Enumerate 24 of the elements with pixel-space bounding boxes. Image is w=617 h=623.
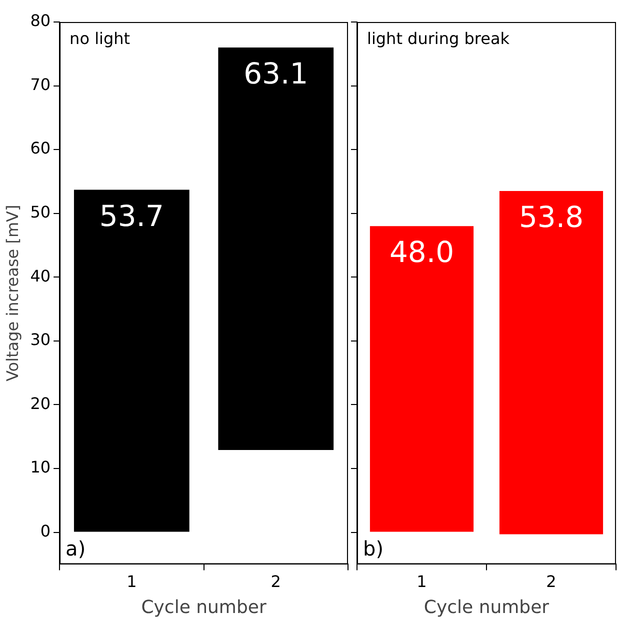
y-tick-label: 0: [40, 521, 51, 540]
annotation: b): [363, 536, 384, 560]
x-tick-label: 2: [546, 572, 556, 591]
x-tick-label: 1: [416, 572, 427, 591]
y-tick-label: 60: [30, 138, 51, 158]
data-label: 48.0: [389, 235, 454, 270]
y-tick-label: 50: [30, 202, 51, 222]
data-label: 53.7: [99, 198, 164, 233]
x-axis-title: Cycle number: [424, 596, 550, 618]
y-tick-label: 30: [30, 330, 51, 350]
x-axis-title: Cycle number: [141, 596, 267, 618]
y-tick-label: 20: [30, 394, 51, 413]
y-tick-label: 80: [30, 11, 51, 30]
x-tick-label: 1: [126, 572, 137, 591]
annotation: no light: [70, 29, 130, 48]
data-label: 53.8: [518, 200, 584, 234]
annotation: a): [66, 536, 86, 560]
x-tick-label: 2: [270, 572, 281, 591]
y-tick-label: 40: [30, 266, 51, 286]
y-tick-label: 70: [30, 74, 51, 94]
y-tick-label: 10: [30, 458, 51, 477]
annotation: light during break: [367, 29, 510, 48]
data-label: 63.1: [244, 56, 308, 91]
y-axis-title: Voltage increase [mV]: [2, 204, 22, 382]
